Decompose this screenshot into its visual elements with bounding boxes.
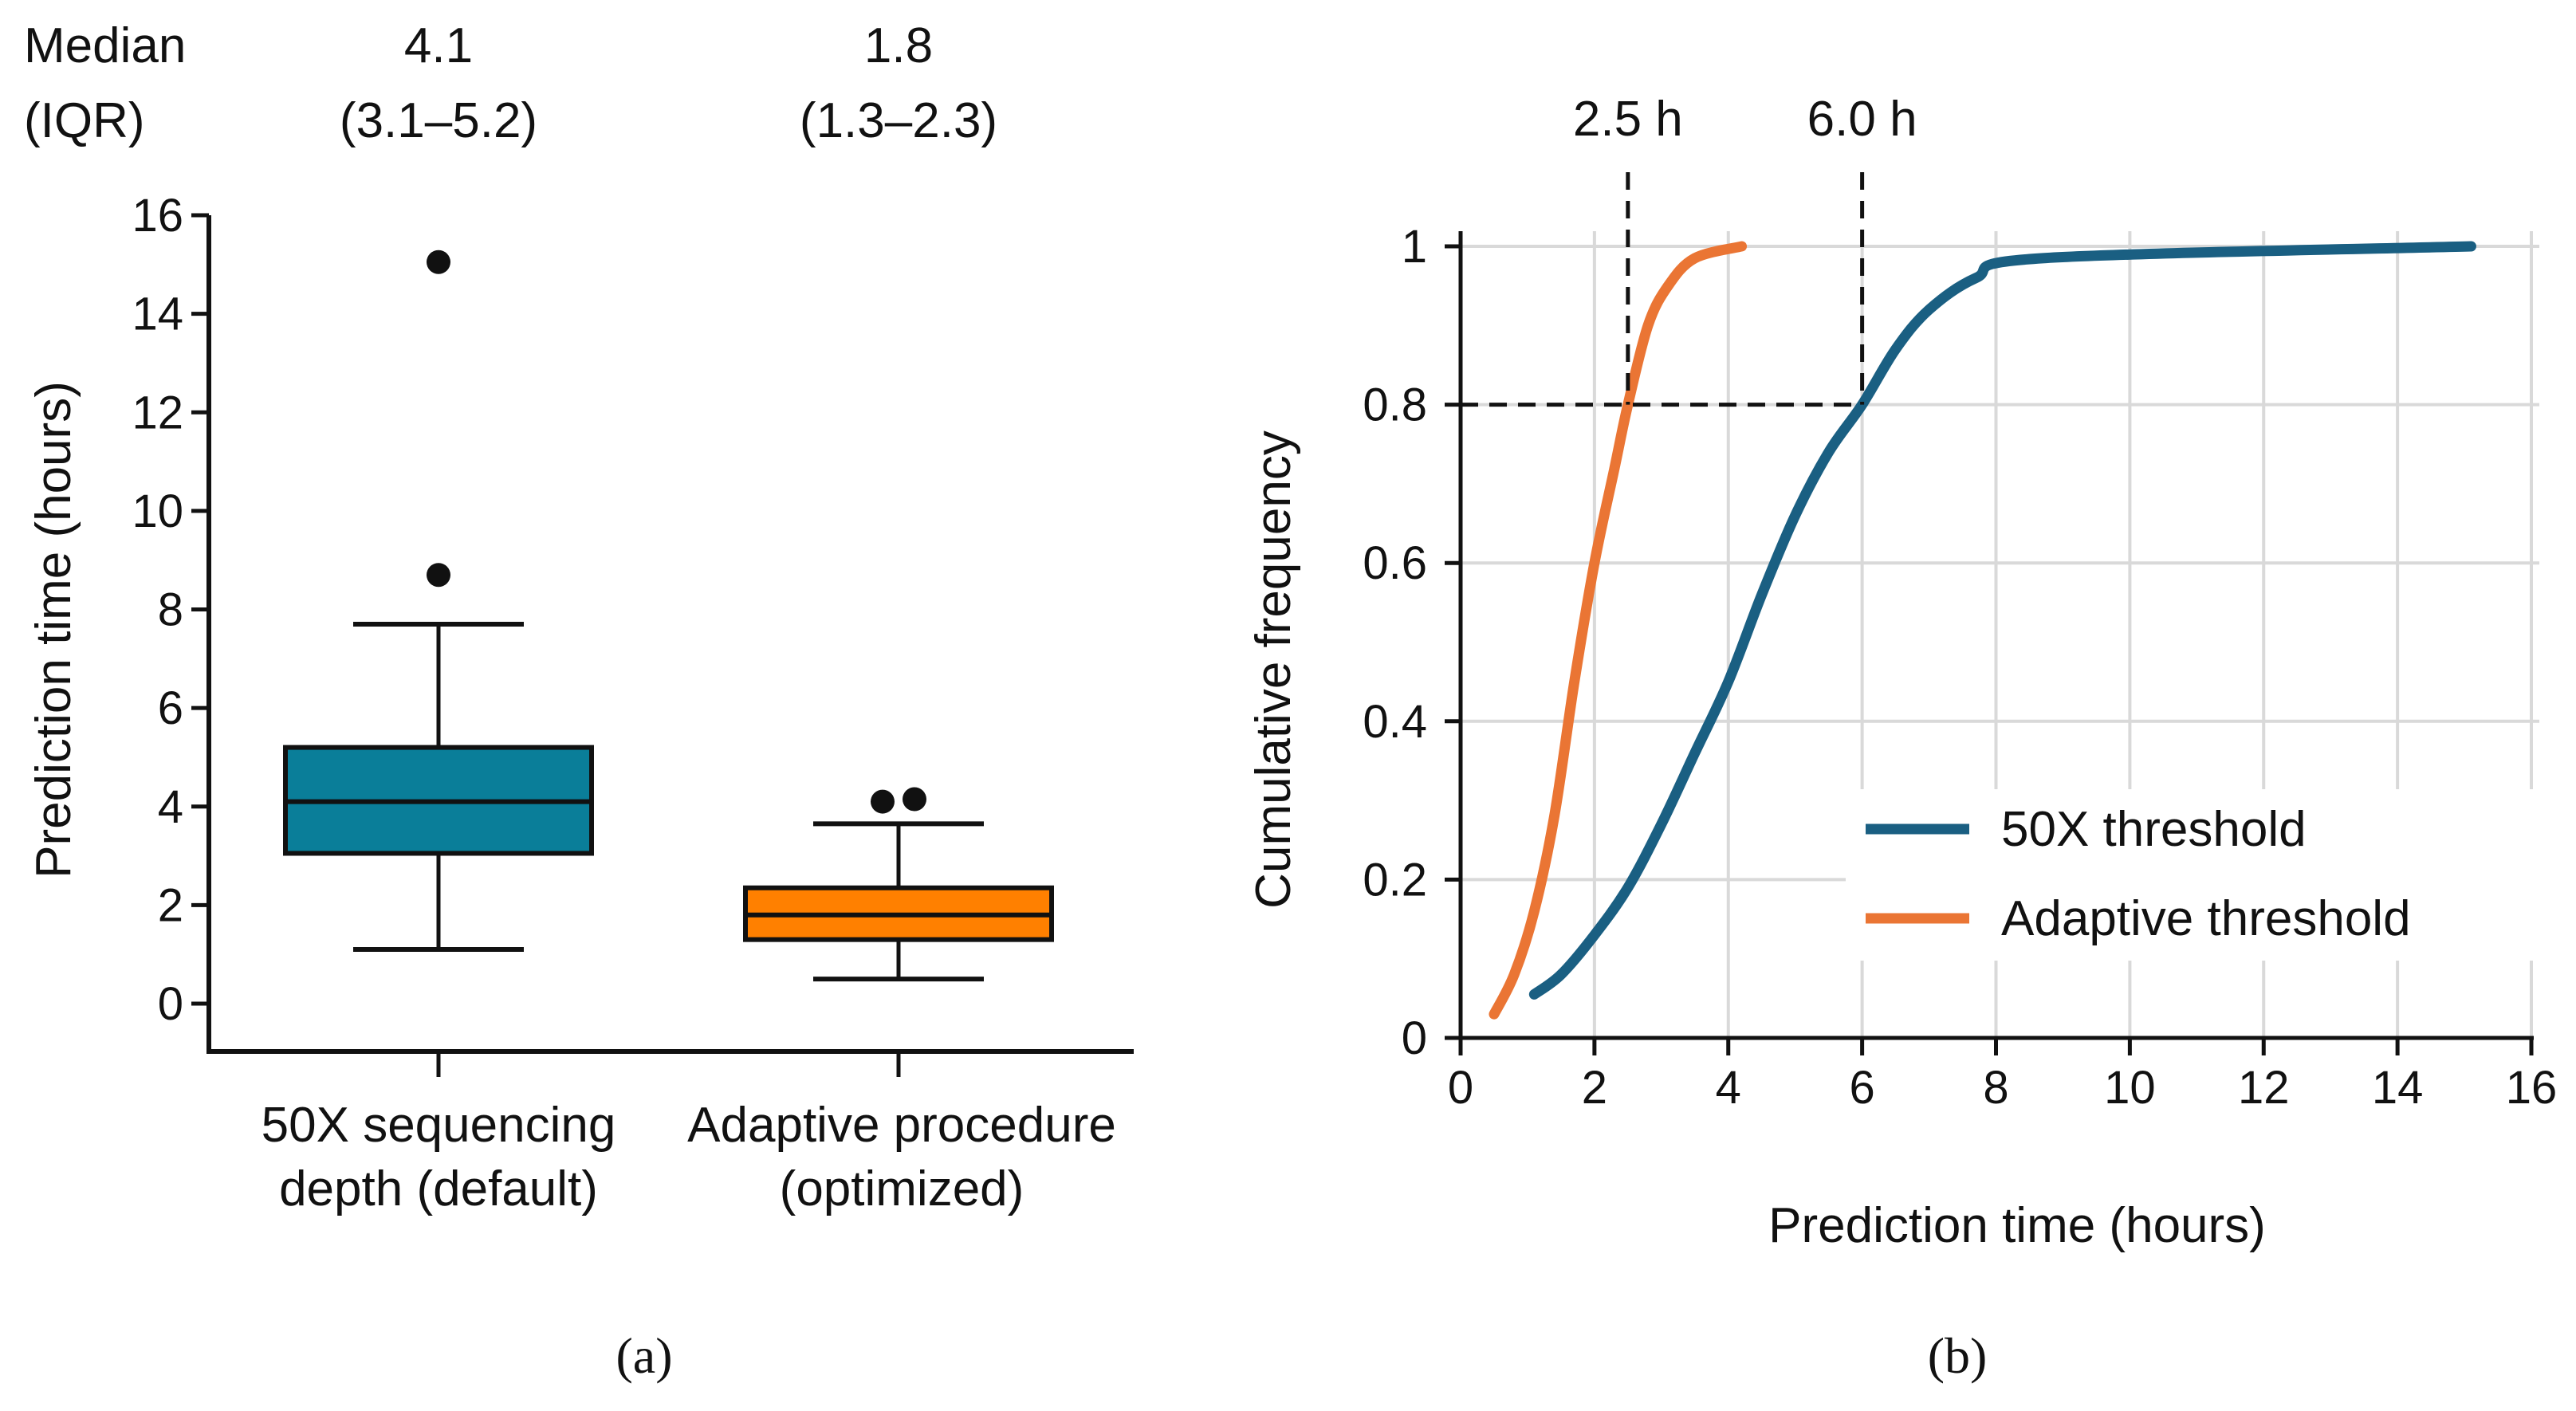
x-label-adaptive-2: (optimized) [780, 1161, 1025, 1216]
x-tick-label: 8 [1983, 1062, 2008, 1114]
x-tick-label: 16 [2506, 1062, 2558, 1114]
x-axis-title-b: Prediction time (hours) [1768, 1198, 2266, 1253]
y-tick-label: 0 [158, 978, 183, 1030]
y-tick-label: 12 [132, 387, 183, 438]
y-tick-label: 6 [158, 682, 183, 734]
y-axis-title-b: Cumulative frequency [1246, 430, 1301, 909]
iqr-value-default: (3.1–5.2) [340, 93, 537, 148]
outlier-point [427, 563, 450, 588]
legend-label: Adaptive threshold [2001, 891, 2411, 946]
x-label-default-2: depth (default) [279, 1161, 598, 1216]
y-axis-title-a: Prediction time (hours) [26, 381, 81, 878]
y-tick-label: 14 [132, 289, 183, 340]
y-tick-label: 1 [1402, 221, 1427, 273]
x-tick-label: 6 [1849, 1062, 1874, 1114]
iqr-header: (IQR) [24, 93, 145, 148]
annotation-label: 2.5 h [1573, 92, 1683, 147]
y-tick-label: 0.8 [1363, 379, 1427, 431]
x-tick-label: 12 [2238, 1062, 2290, 1114]
series-line-adaptive [1489, 241, 1748, 1020]
y-tick-label: 0.4 [1363, 696, 1427, 748]
median-value-default: 4.1 [404, 18, 473, 73]
panel-label-a: (a) [615, 1327, 672, 1384]
annotation-label: 6.0 h [1807, 92, 1917, 147]
y-tick-label: 4 [158, 781, 183, 833]
y-tick-label: 0.6 [1363, 537, 1427, 589]
x-tick-label: 2 [1582, 1062, 1607, 1114]
panel-label-b: (b) [1928, 1327, 1988, 1384]
legend-background [1846, 789, 2539, 961]
x-tick-label: 0 [1448, 1062, 1473, 1114]
panel-a: Median (IQR) 4.1 (3.1–5.2) 1.8 (1.3–2.3)… [24, 18, 1134, 1384]
panel-b: Cumulative frequency Prediction time (ho… [1246, 92, 2557, 1384]
x-tick-label: 10 [2104, 1062, 2156, 1114]
outlier-point [871, 789, 895, 814]
y-tick-label: 2 [158, 879, 183, 931]
y-tick-label: 16 [132, 190, 183, 242]
x-tick-label: 4 [1716, 1062, 1741, 1114]
outlier-point [427, 250, 450, 274]
x-tick-label: 14 [2372, 1062, 2424, 1114]
y-tick-label: 0 [1402, 1012, 1427, 1064]
median-header: Median [24, 18, 186, 73]
outlier-point [903, 787, 926, 812]
series-line-50x [1528, 241, 2476, 1000]
y-tick-label: 10 [132, 485, 183, 537]
x-label-adaptive-1: Adaptive procedure [687, 1098, 1116, 1153]
iqr-value-adaptive: (1.3–2.3) [800, 93, 997, 148]
x-label-default-1: 50X sequencing [262, 1098, 616, 1153]
y-tick-label: 0.2 [1363, 854, 1427, 906]
legend-label: 50X threshold [2001, 802, 2307, 857]
y-tick-label: 8 [158, 584, 183, 636]
median-value-adaptive: 1.8 [864, 18, 933, 73]
